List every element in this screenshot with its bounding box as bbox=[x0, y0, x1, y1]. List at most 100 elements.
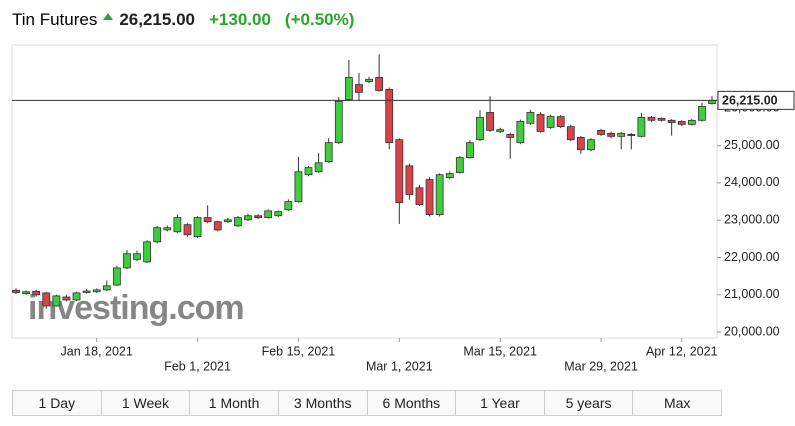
range-button[interactable]: Max bbox=[663, 395, 691, 411]
candle-body bbox=[627, 134, 636, 136]
candle-body bbox=[687, 119, 696, 125]
last-price-box bbox=[717, 90, 795, 110]
candle-body bbox=[667, 119, 676, 123]
candle-body bbox=[435, 174, 444, 216]
candle-body bbox=[385, 88, 394, 144]
candle-body bbox=[264, 210, 273, 218]
candle-body bbox=[375, 77, 384, 91]
candle-body bbox=[365, 78, 373, 82]
candle-body bbox=[223, 219, 232, 223]
candle-body bbox=[647, 116, 656, 121]
candle-body bbox=[455, 157, 464, 173]
price-change: +130.00 bbox=[208, 10, 271, 29]
range-button[interactable]: 1 Year bbox=[456, 391, 545, 415]
candle-body bbox=[486, 112, 494, 131]
candle-body bbox=[254, 215, 262, 218]
candle-body bbox=[314, 162, 323, 173]
candle-body bbox=[698, 106, 706, 121]
candle-body bbox=[536, 113, 545, 132]
range-button[interactable]: 5 years bbox=[545, 391, 634, 415]
candle-body bbox=[123, 253, 131, 269]
candle-body bbox=[445, 173, 454, 179]
price-change-pct: (+0.50%) bbox=[284, 10, 355, 29]
candle-body bbox=[395, 139, 404, 204]
candle-body bbox=[425, 179, 434, 216]
candle-body bbox=[334, 100, 343, 144]
candle-body bbox=[234, 217, 242, 227]
candle-body bbox=[102, 285, 111, 291]
candle-body bbox=[526, 112, 535, 124]
candle-body bbox=[324, 142, 333, 163]
candle-body bbox=[556, 116, 565, 128]
x-tick-label: Apr 12, 2021 bbox=[646, 344, 718, 358]
candle-body bbox=[677, 121, 686, 125]
candle-body bbox=[193, 217, 202, 238]
candle-body bbox=[213, 221, 222, 231]
candle-body bbox=[597, 129, 605, 135]
quote-header: Tin Futures 26,215.00 +130.00 (+0.50%) bbox=[12, 10, 354, 30]
candle-body bbox=[112, 267, 121, 286]
candle-body bbox=[294, 171, 303, 202]
candle-body bbox=[617, 132, 626, 137]
candle-body bbox=[476, 116, 484, 141]
candle-body bbox=[72, 292, 81, 301]
candle-body bbox=[415, 187, 424, 205]
candle-body bbox=[244, 215, 252, 221]
candle-body bbox=[546, 116, 555, 128]
x-tick-label: Jan 18, 2021 bbox=[61, 344, 133, 358]
candle-body bbox=[496, 129, 505, 132]
candle-body bbox=[183, 224, 192, 236]
range-buttons: 1 Day 1 Week 1 Month 3 Months 6 Months 1 Year… bbox=[12, 390, 722, 416]
range-button[interactable]: 6 Months bbox=[368, 391, 457, 415]
candle-body bbox=[274, 211, 283, 217]
candle-body bbox=[304, 167, 313, 176]
range-button[interactable]: 1 Month bbox=[190, 391, 279, 415]
candle-body bbox=[32, 291, 41, 296]
up-arrow bbox=[103, 12, 114, 20]
x-tick-label: Mar 29, 2021 bbox=[564, 359, 638, 373]
candle-body bbox=[62, 296, 71, 301]
watermark: investing.com bbox=[28, 289, 244, 327]
candle-body bbox=[516, 121, 525, 144]
candle-body bbox=[12, 289, 20, 293]
x-tick-label: Mar 1, 2021 bbox=[366, 359, 433, 373]
instrument-name: Tin Futures bbox=[12, 10, 98, 29]
candle-body bbox=[576, 137, 585, 151]
candle-body bbox=[143, 241, 152, 263]
y-tick-label: 25,000.00 bbox=[724, 138, 780, 152]
range-button[interactable]: 1 Week bbox=[102, 391, 191, 415]
candle-body bbox=[42, 292, 51, 307]
candle-body bbox=[344, 77, 353, 100]
candle-body bbox=[506, 134, 515, 138]
candle-body bbox=[82, 290, 91, 293]
candle-body bbox=[587, 139, 595, 151]
candle-body bbox=[133, 253, 141, 260]
candle-body bbox=[22, 291, 30, 295]
y-tick-label: 20,000.00 bbox=[724, 324, 780, 338]
candle-body bbox=[607, 132, 616, 137]
x-tick-label: Mar 15, 2021 bbox=[463, 344, 537, 358]
candle-body bbox=[637, 116, 646, 137]
candle-body bbox=[153, 227, 162, 243]
candle-body bbox=[52, 295, 61, 307]
y-tick-label: 23,000.00 bbox=[724, 213, 780, 227]
candle-body bbox=[92, 289, 101, 293]
plot-frame bbox=[11, 44, 718, 339]
last-price: 26,215.00 bbox=[119, 10, 195, 29]
candle-body bbox=[203, 217, 212, 223]
candle-body bbox=[566, 126, 575, 141]
range-button[interactable]: 1 Day bbox=[13, 391, 102, 415]
candle-body bbox=[173, 217, 182, 233]
y-tick-label: 22,000.00 bbox=[724, 250, 780, 264]
candle-body bbox=[284, 201, 293, 211]
candle-body bbox=[405, 165, 414, 195]
chart: investing.com 20,000.00 21,000.00 22,000.00… bbox=[11, 44, 795, 373]
candle-body bbox=[657, 118, 666, 121]
y-tick-label: 21,000.00 bbox=[724, 287, 780, 301]
range-button[interactable]: 3 Months bbox=[279, 391, 368, 415]
y-tick-label: 24,000.00 bbox=[724, 175, 780, 189]
candle-body bbox=[163, 227, 172, 231]
x-tick-label: Feb 15, 2021 bbox=[262, 344, 336, 358]
candle-body bbox=[466, 142, 474, 158]
